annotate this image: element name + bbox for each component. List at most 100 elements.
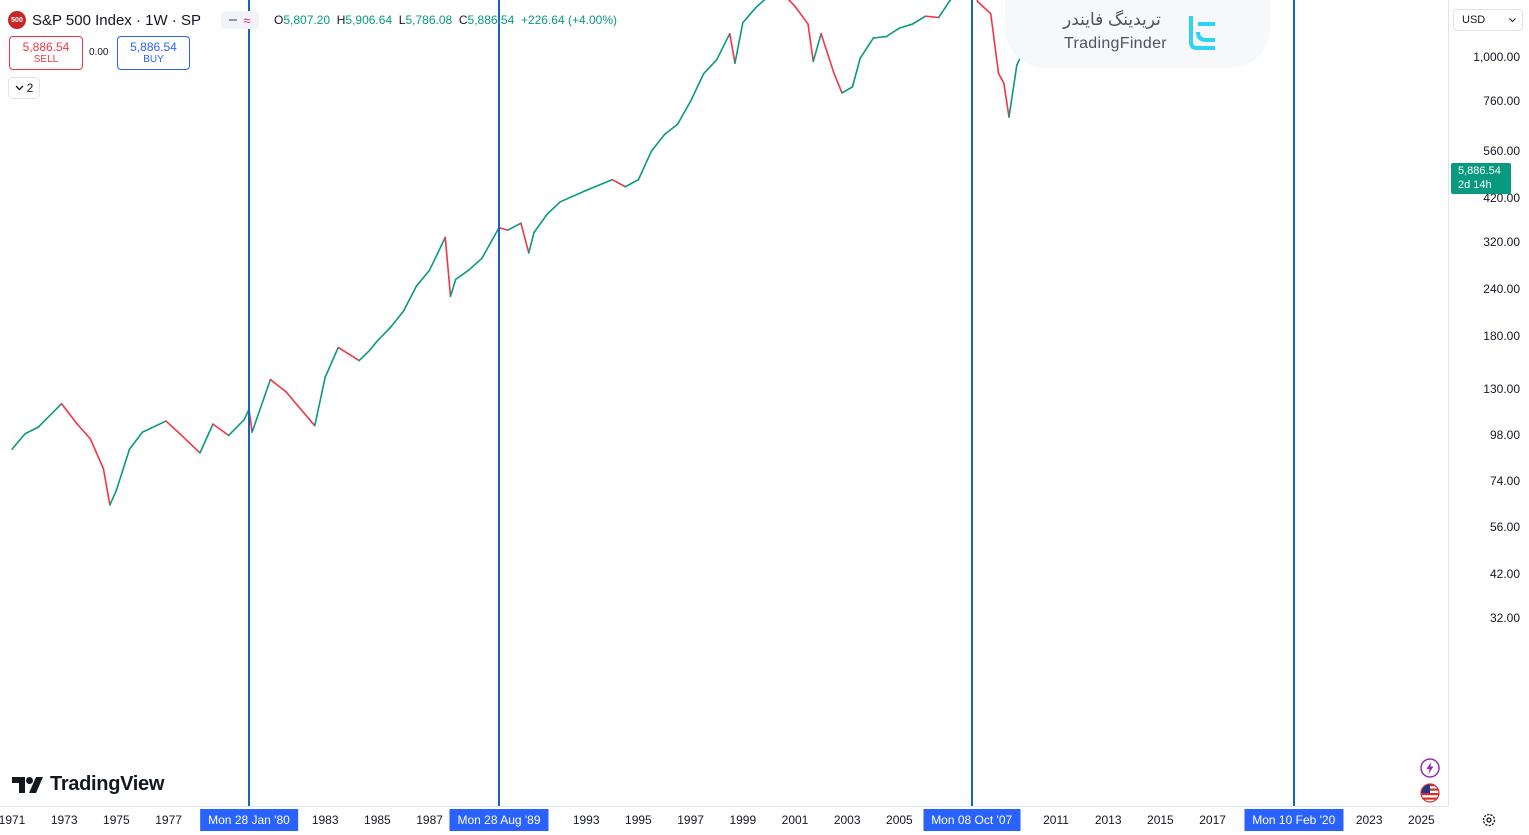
buy-button[interactable]: 5,886.54 BUY (117, 36, 190, 70)
currency-select[interactable]: USD (1453, 9, 1523, 31)
price-segment (911, 15, 927, 25)
year-tick-label: 2025 (1408, 813, 1435, 827)
price-axis[interactable]: 18,000.0013,000.0010,000.007,600.004,100… (1448, 0, 1529, 806)
price-tick-label: 32.00 (1489, 610, 1520, 625)
buy-label: BUY (143, 54, 164, 65)
price-segment (480, 226, 500, 260)
year-tick-label: 1987 (416, 813, 443, 827)
price-tick-label: 1,000.00 (1473, 49, 1520, 64)
year-tick-label: 1977 (155, 813, 182, 827)
sell-button[interactable]: 5,886.54 SELL (9, 36, 83, 70)
open-key: O (274, 13, 284, 27)
vertical-line[interactable] (498, 0, 501, 806)
price-segment (324, 346, 340, 379)
year-tick-label: 1997 (677, 813, 704, 827)
tradingview-logo-icon (12, 776, 43, 793)
price-segment (115, 448, 131, 492)
indicators-collapse-button[interactable]: 2 (8, 77, 40, 99)
vertical-line[interactable] (247, 0, 250, 806)
price-tick-label: 560.00 (1483, 144, 1520, 159)
price-segment (807, 23, 815, 63)
data-status-icon: ≈ (243, 12, 251, 28)
tradingfinder-watermark (1005, 0, 1270, 68)
price-segment (454, 269, 470, 281)
ohlc-readout: O5,807.20 H5,906.64 L5,786.08 C5,886.54 … (274, 13, 617, 27)
year-tick-label: 1999 (729, 813, 757, 827)
year-tick-label: 1993 (572, 813, 600, 827)
price-series (11, 0, 1101, 506)
vertical-line-date-label: Mon 28 Aug '89 (449, 809, 549, 831)
price-segment (285, 391, 316, 427)
price-tick-label: 98.00 (1489, 428, 1520, 443)
tradingview-logo[interactable]: TradingView (12, 773, 164, 796)
price-segment (689, 72, 705, 103)
price-segment (251, 378, 272, 433)
us-flag-icon[interactable] (1420, 783, 1440, 803)
price-segment (415, 269, 431, 287)
price-segment (637, 150, 653, 181)
price-segment (24, 426, 39, 435)
price-tick-label: 760.00 (1483, 94, 1520, 109)
price-segment (358, 349, 371, 362)
symbol-logo-icon[interactable]: 500 (8, 11, 26, 29)
price-tick-label: 240.00 (1483, 282, 1520, 297)
price-segment (520, 222, 530, 254)
price-segment (533, 213, 548, 234)
price-tick-label: 74.00 (1489, 474, 1520, 489)
price-tick-label: 42.00 (1489, 566, 1520, 581)
indicator-count: 2 (26, 81, 34, 95)
price-segment (269, 378, 287, 393)
price-segment (676, 100, 692, 126)
vertical-line[interactable] (970, 0, 973, 806)
price-segment (337, 346, 360, 362)
gear-icon[interactable] (1481, 812, 1497, 828)
time-axis[interactable]: 1971 1973 1975 1977 1983 1985 1987 1993 1995 1997… (0, 806, 1448, 835)
vertical-line-date-label: Mon 10 Feb '20 (1244, 809, 1344, 831)
year-tick-label: 1973 (50, 813, 78, 827)
price-segment (180, 434, 201, 454)
price-tick-label: 56.00 (1489, 519, 1520, 534)
year-tick-label: 2005 (886, 813, 913, 827)
price-segment (227, 418, 246, 437)
price-segment (1002, 82, 1010, 118)
change-value: +226.64 (+4.00%) (520, 13, 618, 27)
year-tick-label: 2015 (1147, 813, 1174, 827)
chart-pane[interactable] (0, 0, 1448, 806)
price-segment (444, 236, 452, 298)
price-segment (851, 57, 862, 88)
symbol-title[interactable]: S&P 500 Index · 1W · SP (32, 11, 201, 29)
open-value: 5,807.20 (283, 13, 331, 27)
price-segment (734, 21, 744, 64)
legend-toggle-pill[interactable]: ≈ (220, 11, 259, 29)
price-segment (102, 467, 111, 506)
vertical-line-date-label: Mon 08 Oct '07 (923, 809, 1021, 831)
price-segment (741, 6, 757, 24)
lightning-icon[interactable] (1420, 758, 1440, 778)
year-tick-label: 1985 (364, 813, 391, 827)
price-chart[interactable] (0, 0, 1448, 806)
price-segment (1008, 64, 1018, 118)
price-segment (76, 423, 92, 440)
price-segment (715, 32, 731, 61)
price-segment (527, 231, 535, 254)
price-segment (650, 133, 666, 152)
price-segment (467, 257, 483, 271)
price-segment (498, 226, 509, 231)
watermark-farsi-text: تریدینگ فایندر (1063, 10, 1161, 29)
sell-price: 5,886.54 (22, 40, 70, 54)
price-segment (924, 15, 940, 19)
price-segment (585, 178, 614, 192)
close-key: C (458, 13, 468, 27)
year-tick-label: 1995 (625, 813, 652, 827)
year-tick-label: 2017 (1199, 813, 1226, 827)
price-segment (859, 37, 875, 59)
price-segment (728, 32, 736, 64)
price-tick-label: 130.00 (1483, 382, 1520, 397)
price-segment (507, 222, 522, 231)
price-segment (199, 423, 214, 454)
price-segment (898, 23, 914, 29)
price-segment (787, 0, 796, 8)
high-value: 5,906.64 (345, 13, 393, 27)
vertical-line[interactable] (1292, 0, 1295, 806)
